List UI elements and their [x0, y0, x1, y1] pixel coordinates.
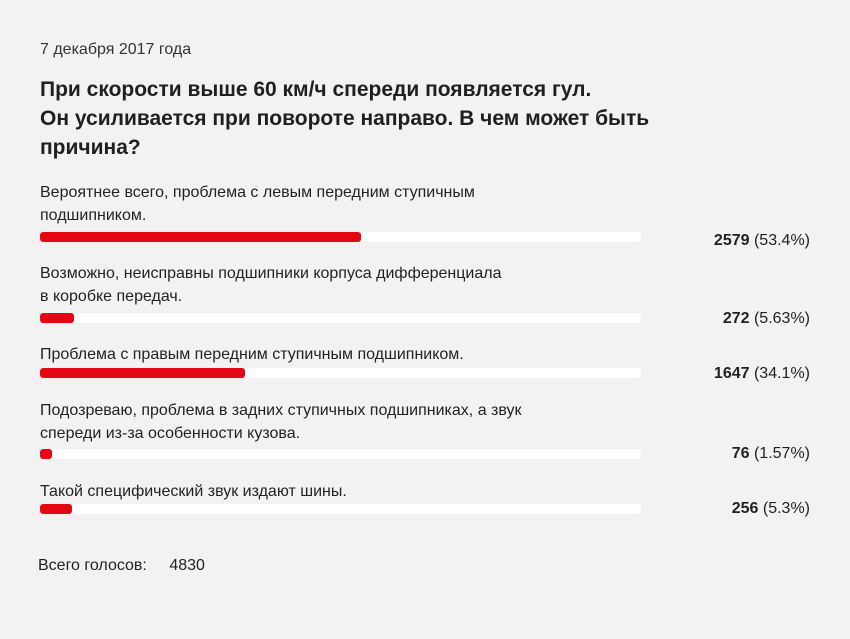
poll-option-bar-track [40, 449, 641, 459]
poll-option-4: Подозреваю, проблема в задних ступичных … [40, 399, 820, 469]
poll-option-bar-fill [40, 504, 72, 514]
poll-option-percent: (53.4%) [753, 232, 810, 249]
poll-option-label: Возможно, неисправны подшипники корпуса … [40, 262, 640, 308]
poll-option-1: Вероятнее всего, проблема с левым передн… [40, 181, 820, 251]
poll-option-count: 256 [731, 500, 759, 517]
poll-option-label-line: спереди из-за особенности кузова. [40, 425, 301, 442]
poll-option-count: 76 [731, 445, 750, 462]
poll-option-label-line: в коробке передач. [40, 288, 183, 305]
poll-option-bar-fill [40, 368, 245, 378]
poll-option-result: 256 (5.3%) [732, 499, 810, 519]
poll-option-bar-fill [40, 232, 361, 242]
poll-option-result: 76 (1.57%) [732, 444, 810, 464]
poll-option-3: Проблема с правым передним ступичным под… [40, 343, 820, 388]
poll-option-count: 272 [722, 310, 750, 327]
poll-option-label-line: Вероятнее всего, проблема с левым передн… [40, 184, 475, 201]
poll-option-percent: (1.57%) [753, 445, 810, 462]
total-votes-label: Всего голосов: [38, 557, 147, 574]
poll-option-bar-track [40, 232, 641, 242]
poll-option-result: 1647 (34.1%) [714, 364, 810, 384]
poll-option-label: Такой специфический звук издают шины. [40, 480, 640, 503]
poll-option-label: Подозреваю, проблема в задних ступичных … [40, 399, 640, 445]
poll-option-bar-track [40, 504, 641, 514]
poll-option-count: 1647 [713, 365, 750, 382]
poll-question-line: При скорости выше 60 км/ч спереди появля… [40, 78, 592, 101]
poll-option-label: Проблема с правым передним ступичным под… [40, 343, 640, 366]
poll-option-bar-fill [40, 449, 52, 459]
poll-option-bar-track [40, 368, 641, 378]
total-votes: Всего голосов: 4830 [38, 556, 205, 576]
poll-date: 7 декабря 2017 года [40, 41, 192, 58]
poll-option-label-line: Такой специфический звук издают шины. [40, 483, 347, 500]
poll-option-percent: (5.63%) [753, 310, 810, 327]
poll-option-bar-track [40, 313, 641, 323]
poll-option-label: Вероятнее всего, проблема с левым передн… [40, 181, 640, 227]
poll-question-line: Он усиливается при повороте направо. В ч… [40, 107, 650, 130]
poll-option-bar-fill [40, 313, 74, 323]
poll-option-label-line: Проблема с правым передним ступичным под… [40, 346, 464, 363]
poll-option-result: 2579 (53.4%) [714, 231, 810, 251]
poll-option-label-line: Возможно, неисправны подшипники корпуса … [40, 265, 502, 282]
total-votes-value: 4830 [169, 557, 205, 574]
poll-option-label-line: Подозреваю, проблема в задних ступичных … [40, 402, 522, 419]
poll-option-2: Возможно, неисправны подшипники корпуса … [40, 262, 820, 332]
poll-option-5: Такой специфический звук издают шины. 25… [40, 480, 820, 525]
poll-question-line: причина? [40, 136, 141, 159]
poll-option-label-line: подшипником. [40, 207, 147, 224]
poll-question: При скорости выше 60 км/ч спереди появля… [40, 75, 760, 162]
poll-option-count: 2579 [713, 232, 750, 249]
poll-option-result: 272 (5.63%) [723, 309, 810, 329]
poll-option-percent: (34.1%) [753, 365, 810, 382]
poll-option-percent: (5.3%) [762, 500, 810, 517]
